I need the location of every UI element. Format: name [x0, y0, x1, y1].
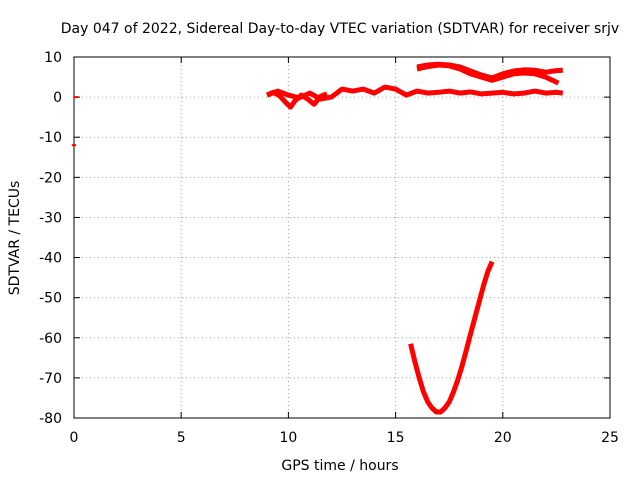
plot-frame: [73, 56, 611, 419]
y-tick-label: -20: [39, 170, 62, 186]
chart-title: Day 047 of 2022, Sidereal Day-to-day VTE…: [61, 21, 619, 37]
series-line-4: [266, 84, 564, 102]
y-tick-label: -40: [39, 251, 62, 267]
grid: [74, 57, 610, 418]
y-tick-label: -70: [39, 371, 62, 387]
x-tick-label: 0: [70, 430, 79, 446]
y-tick-label: -10: [39, 130, 62, 146]
y-tick-label: -30: [39, 210, 62, 226]
series-line-7: [408, 260, 495, 415]
y-tick-label: 10: [44, 50, 62, 66]
y-tick-label: -60: [39, 331, 62, 347]
series-line-6: [416, 62, 560, 86]
x-tick-label: 15: [387, 430, 405, 446]
y-tick-label: -80: [39, 411, 62, 427]
x-axis-label: GPS time / hours: [281, 458, 398, 474]
series-line-3: [265, 89, 328, 110]
x-tick-label: 5: [177, 430, 186, 446]
y-axis-label: SDTVAR / TECUs: [7, 181, 23, 296]
axis-ticks: 0 5 10 15 20 25 10 0 -10 -20 -30 -40 -50 -60 -70 -80: [39, 50, 619, 446]
series-layer: [71, 61, 564, 415]
y-tick-label: 0: [53, 90, 62, 106]
x-tick-label: 25: [601, 430, 619, 446]
x-tick-label: 20: [494, 430, 512, 446]
x-tick-label: 10: [279, 430, 297, 446]
y-tick-label: -50: [39, 291, 62, 307]
